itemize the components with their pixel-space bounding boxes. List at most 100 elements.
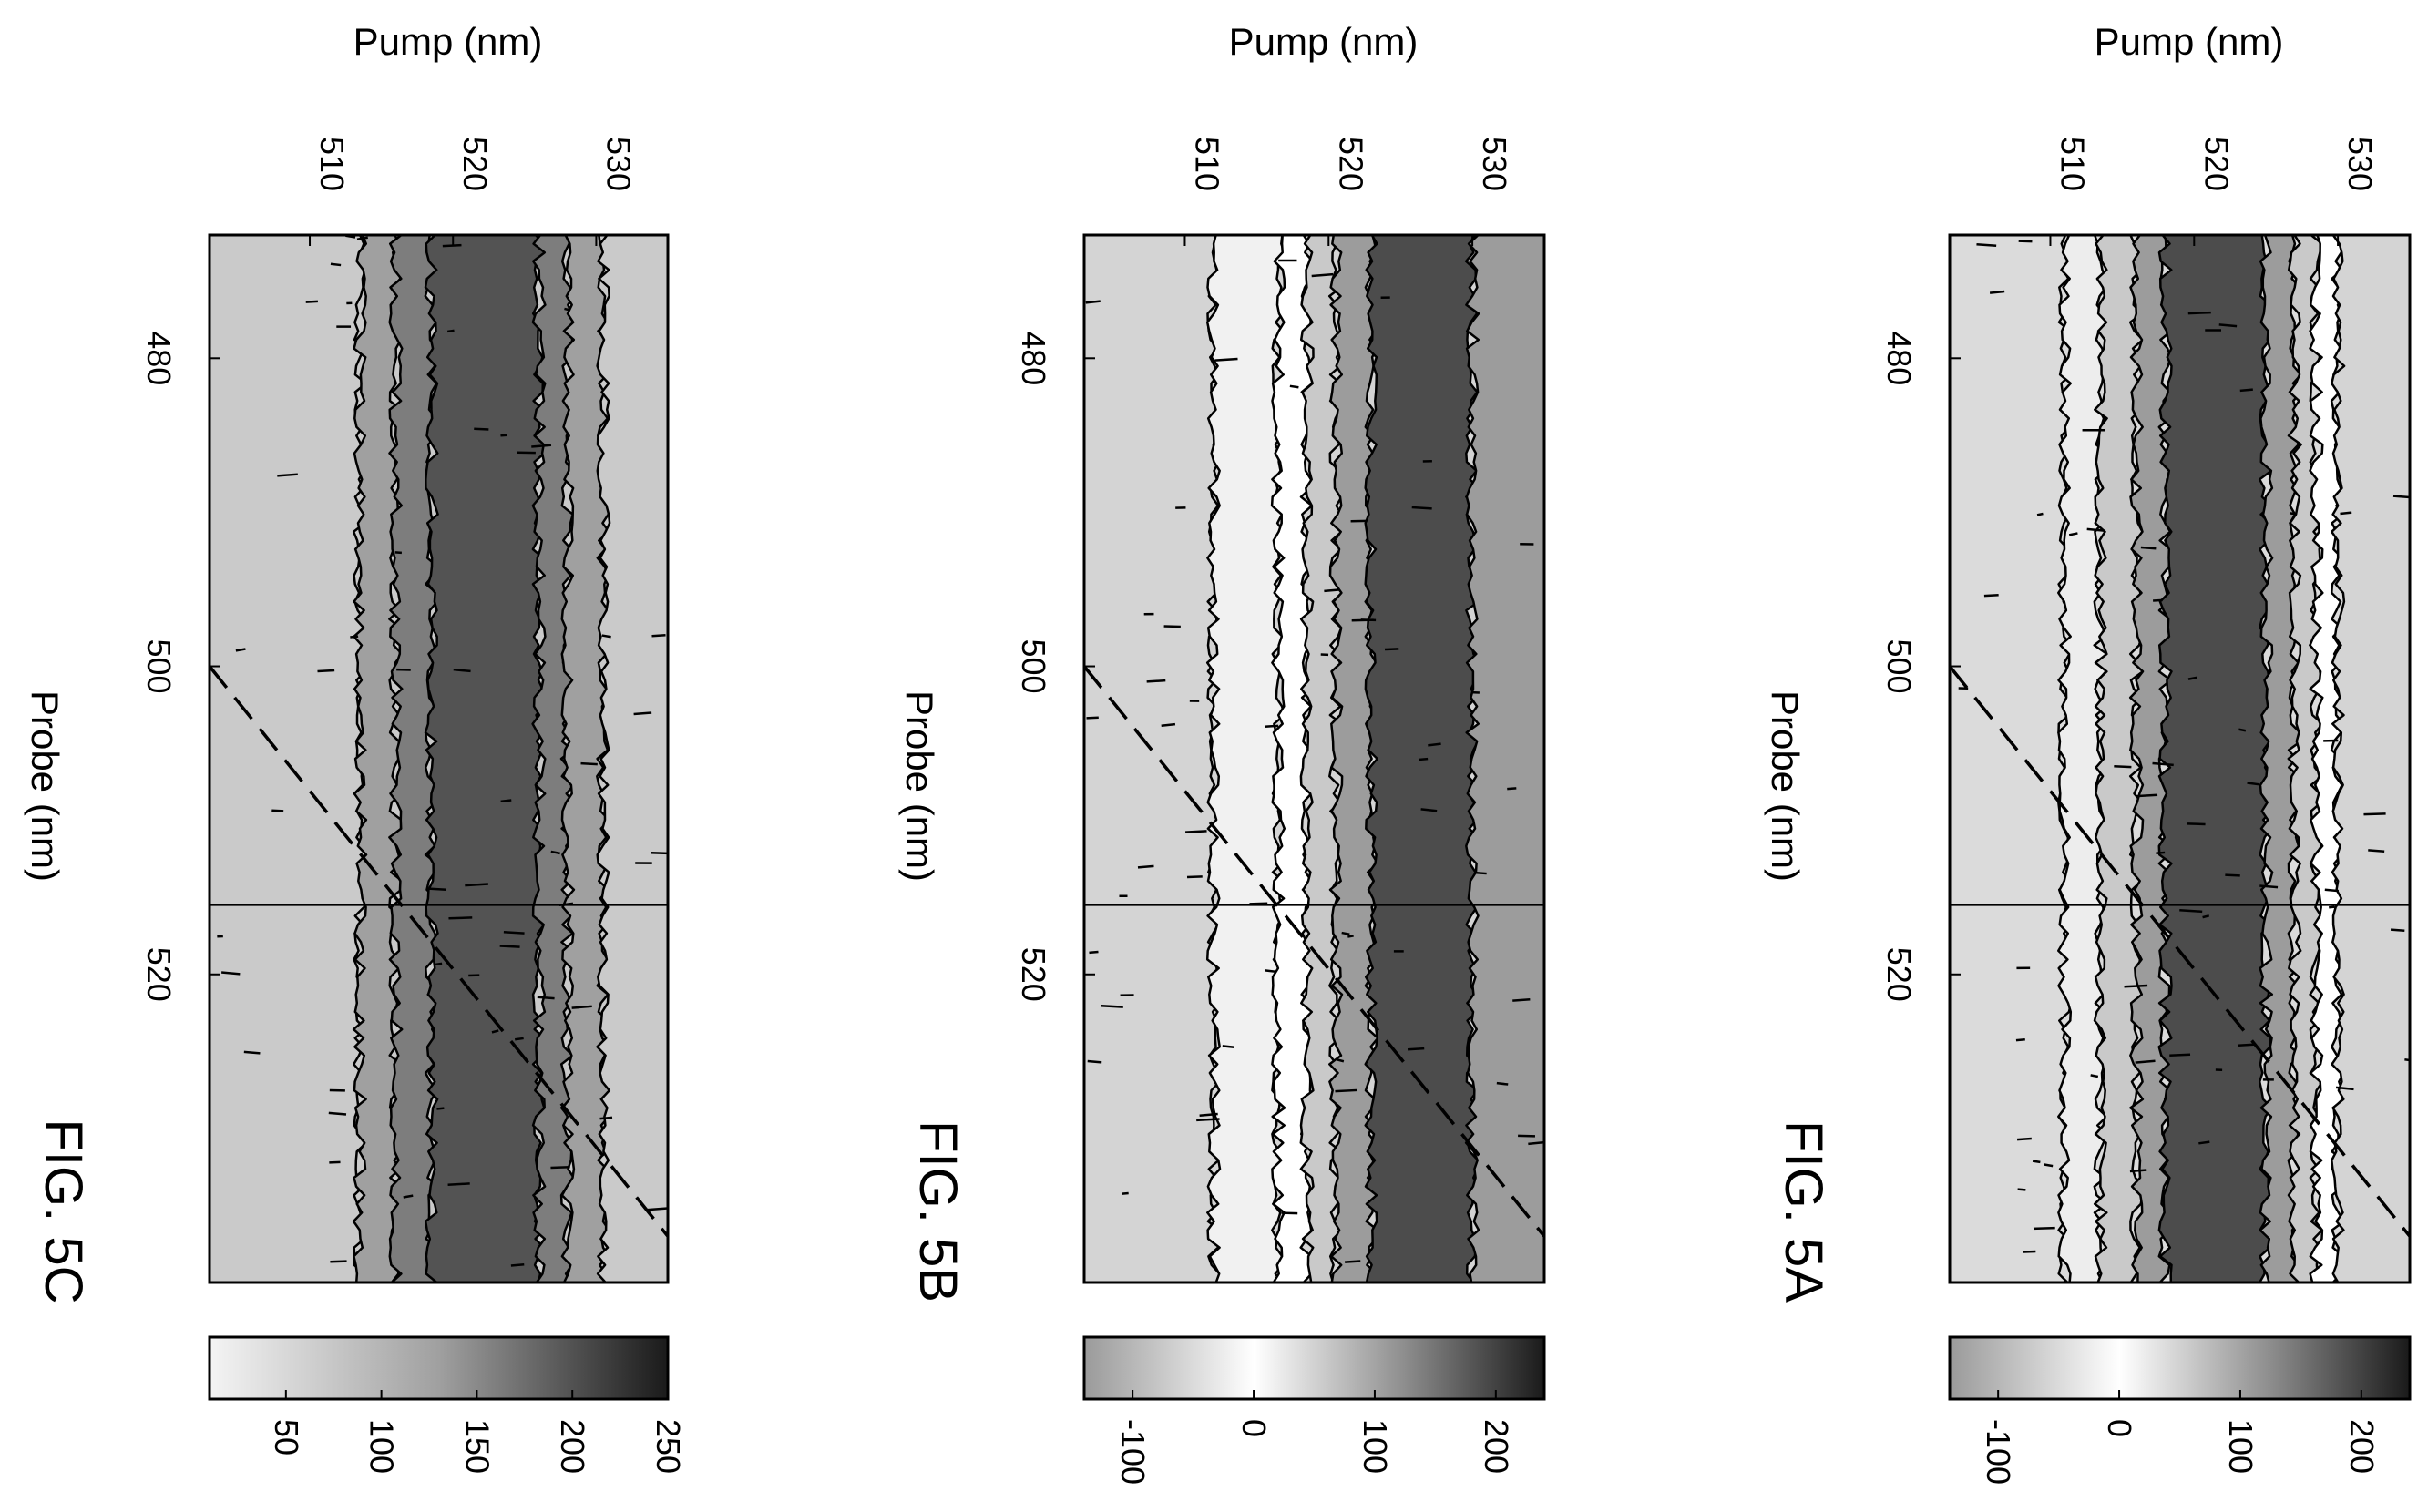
diagonal-dashed-line [1950,665,2410,1238]
contour-island [1199,1112,1218,1117]
probe-tick-label: 500 [140,639,178,693]
colorbar-tick-label: 200 [1478,1419,1515,1474]
pump-axis-label: Pump (nm) [353,20,543,63]
probe-tick-label: 520 [140,947,178,1002]
contour-island [2324,888,2340,893]
contour-island [580,761,598,766]
colorbar [1082,1335,1546,1401]
contour-island [500,799,512,803]
probe-tick-label: 480 [1015,331,1052,385]
contour-island [2363,812,2386,816]
contour-island [564,307,570,312]
contour-island [271,809,284,812]
figure-label: FIG. 5A [1774,1120,1833,1303]
contour-island [1085,300,1101,304]
colorbar-tick-label: 150 [458,1419,496,1474]
contour-island [1351,618,1374,622]
probe-tick-label: 520 [1880,947,1918,1002]
contour-island [1146,679,1166,683]
colorbar [208,1335,670,1401]
contour-band [2331,235,2410,1282]
contour-island [651,633,666,638]
probe-axis-label: Probe (nm) [898,690,941,882]
contour-island [503,931,525,935]
pump-tick-label: 530 [2341,137,2379,191]
contour-island [2259,884,2279,889]
contour-island [2068,532,2078,536]
colorbar-tick-label: 200 [2343,1419,2381,1474]
contour-band [2157,235,2274,1282]
contour-island [235,648,246,652]
contour-island [550,1166,570,1170]
contour-island [317,669,335,673]
pump-tick-label: 530 [1476,137,1513,191]
contour-island [2140,546,2157,550]
contour-island [426,887,446,891]
contour-island [2044,1163,2054,1168]
contour-island [1089,950,1099,955]
contour-island [2238,1043,2256,1047]
colorbar-tick-label: 100 [1357,1419,1394,1474]
contour-island [2404,1057,2410,1062]
contour-island [1335,1088,1357,1093]
contour-island [1161,722,1176,727]
figure-label: FIG. 5C [34,1119,93,1303]
contour-island [1281,1211,1298,1215]
pump-tick-label: 510 [1188,137,1225,191]
colorbar-tick-label: 50 [268,1419,305,1456]
probe-axis-label: Probe (nm) [1764,690,1807,882]
plot-frame [1082,233,1546,1284]
contour-island [2086,527,2105,532]
contour-band [1464,235,1544,1282]
contour-island [2335,1086,2354,1091]
contour-island [474,427,489,431]
contour-island [1983,593,1999,598]
plot-frame [1948,233,2412,1284]
contour-island [1337,1058,1345,1063]
contour-island [2152,761,2174,767]
contour-island [330,262,342,267]
contour-island [1265,969,1275,973]
contour-band [210,235,368,1282]
contour-island [403,1194,414,1199]
pump-tick-label: 510 [2054,137,2091,191]
contour-island [2368,849,2385,853]
panel-fig5c: 510 520 530 480 500 520 Pump (nm) Probe (nm) FIG… [24,20,687,1474]
contour-island [1222,1045,1234,1049]
plot-area [1950,235,2410,1282]
contour-island [2329,905,2335,909]
plot-area [210,235,668,1282]
contour-island [434,962,443,966]
contour-island [1137,864,1154,869]
figure-label: FIG. 5B [908,1120,968,1303]
colorbar-tick-label: -100 [1980,1419,2017,1485]
probe-tick-label: 500 [1015,639,1052,693]
plot-frame [208,233,670,1284]
contour-island [1976,242,1997,247]
contour-island [1311,272,1334,278]
contour-island [2187,311,2211,315]
contour-island [1186,875,1203,879]
pump-tick-label: 520 [2197,137,2235,191]
contour-island [2239,388,2253,393]
colorbar-tick-label: 100 [364,1419,401,1474]
contour-island [465,883,488,887]
contour-island [446,329,455,333]
contour-island [2033,1226,2055,1231]
pump-tick-label: 520 [456,137,494,191]
colorbar-tick-label: -100 [1114,1419,1152,1485]
pump-tick-label: 510 [313,137,351,191]
contour-island [2179,908,2203,914]
contour-island [2153,598,2163,602]
contour-island [550,850,560,855]
contour-island [221,971,241,976]
contour-island [1496,1081,1509,1086]
contour-island [537,996,555,1000]
contour-island [2135,1059,2156,1064]
contour-island [1411,506,1432,510]
contour-island [2018,240,2033,243]
probe-tick-label: 500 [1880,639,1918,693]
contour-band [2128,235,2173,1282]
colorbar-tick-label: 250 [650,1419,687,1474]
